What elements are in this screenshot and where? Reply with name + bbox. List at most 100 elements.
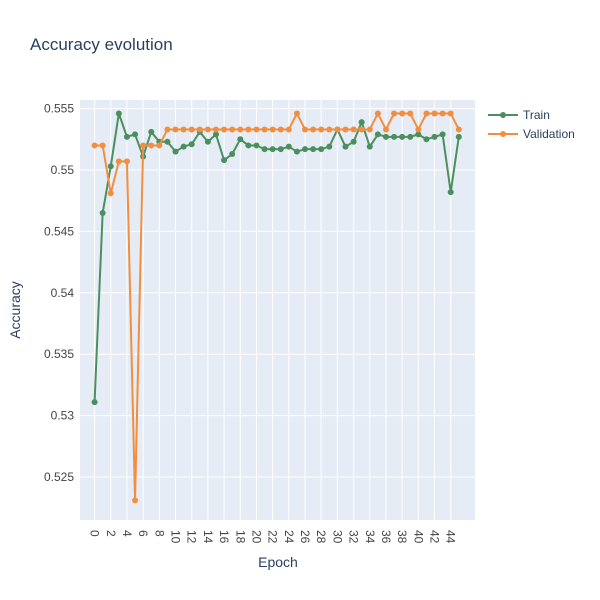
x-tick-label: 20 <box>249 530 263 544</box>
series-line <box>93 113 460 403</box>
series-train <box>91 110 462 406</box>
data-point <box>277 146 284 153</box>
legend-label: Validation <box>523 127 575 141</box>
data-point <box>253 142 260 149</box>
data-point <box>132 497 139 504</box>
data-point <box>245 126 252 133</box>
data-point <box>245 142 252 149</box>
data-point <box>196 126 203 133</box>
data-point <box>407 110 414 117</box>
data-point <box>204 126 211 133</box>
data-point <box>342 126 349 133</box>
data-point <box>334 126 341 133</box>
data-point <box>293 110 300 117</box>
data-point <box>415 126 422 133</box>
data-point <box>91 142 98 149</box>
data-point <box>156 142 163 149</box>
data-point <box>188 141 195 148</box>
y-axis-ticks: 0.525 0.53 0.535 0.54 0.545 0.55 0.555 <box>44 102 74 484</box>
data-point <box>407 133 414 140</box>
data-point <box>431 110 438 117</box>
data-point <box>318 146 325 153</box>
x-tick-label: 18 <box>233 530 247 544</box>
series-layer <box>91 110 462 504</box>
data-point <box>107 190 114 197</box>
x-tick-label: 2 <box>104 530 118 537</box>
data-point <box>164 138 171 145</box>
data-point <box>415 131 422 138</box>
data-point <box>310 146 317 153</box>
data-point <box>212 126 219 133</box>
x-tick-label: 44 <box>444 530 458 544</box>
legend-item-train[interactable]: Train <box>488 108 550 122</box>
data-point <box>382 126 389 133</box>
data-point <box>447 189 454 196</box>
legend-label: Train <box>523 108 550 122</box>
data-point <box>148 142 155 149</box>
data-point <box>212 131 219 138</box>
x-tick-label: 26 <box>298 530 312 544</box>
x-tick-label: 28 <box>314 530 328 544</box>
data-point <box>140 142 147 149</box>
x-tick-label: 10 <box>169 530 183 544</box>
gridlines <box>80 100 475 520</box>
series-validation <box>91 110 462 504</box>
data-point <box>358 119 365 126</box>
data-point <box>285 143 292 150</box>
data-point <box>431 133 438 140</box>
data-point <box>358 126 365 133</box>
y-tick-label: 0.545 <box>44 224 74 238</box>
data-point <box>277 126 284 133</box>
data-point <box>132 131 139 138</box>
data-point <box>115 158 122 165</box>
data-point <box>123 133 130 140</box>
legend-item-validation[interactable]: Validation <box>488 127 575 141</box>
data-point <box>221 126 228 133</box>
data-point <box>99 209 106 216</box>
y-tick-label: 0.525 <box>44 470 74 484</box>
chart-title: Accuracy evolution <box>30 35 173 54</box>
x-tick-label: 32 <box>347 530 361 544</box>
data-point <box>399 110 406 117</box>
data-point <box>423 110 430 117</box>
x-tick-label: 12 <box>185 530 199 544</box>
data-point <box>366 143 373 150</box>
legend-marker <box>500 112 506 118</box>
data-point <box>439 131 446 138</box>
data-point <box>204 138 211 145</box>
y-tick-label: 0.55 <box>51 163 75 177</box>
y-axis-label: Accuracy <box>7 281 23 339</box>
x-tick-label: 38 <box>395 530 409 544</box>
data-point <box>221 157 228 164</box>
data-point <box>253 126 260 133</box>
x-tick-label: 6 <box>136 530 150 537</box>
data-point <box>447 110 454 117</box>
data-point <box>229 126 236 133</box>
x-tick-label: 4 <box>120 530 134 537</box>
data-point <box>350 138 357 145</box>
data-point <box>172 126 179 133</box>
data-point <box>423 136 430 143</box>
x-axis-label: Epoch <box>258 554 298 570</box>
x-tick-label: 0 <box>88 530 102 537</box>
data-point <box>342 143 349 150</box>
x-tick-label: 14 <box>201 530 215 544</box>
data-point <box>123 158 130 165</box>
data-point <box>148 128 155 135</box>
data-point <box>455 126 462 133</box>
x-tick-label: 24 <box>282 530 296 544</box>
data-point <box>318 126 325 133</box>
data-point <box>326 143 333 150</box>
data-point <box>326 126 333 133</box>
data-point <box>285 126 292 133</box>
series-line <box>94 111 460 501</box>
data-point <box>99 142 106 149</box>
data-point <box>350 126 357 133</box>
legend[interactable]: Train Validation <box>488 108 575 141</box>
data-point <box>310 126 317 133</box>
data-point <box>366 126 373 133</box>
data-point <box>293 148 300 155</box>
data-point <box>269 126 276 133</box>
y-tick-label: 0.53 <box>51 409 75 423</box>
